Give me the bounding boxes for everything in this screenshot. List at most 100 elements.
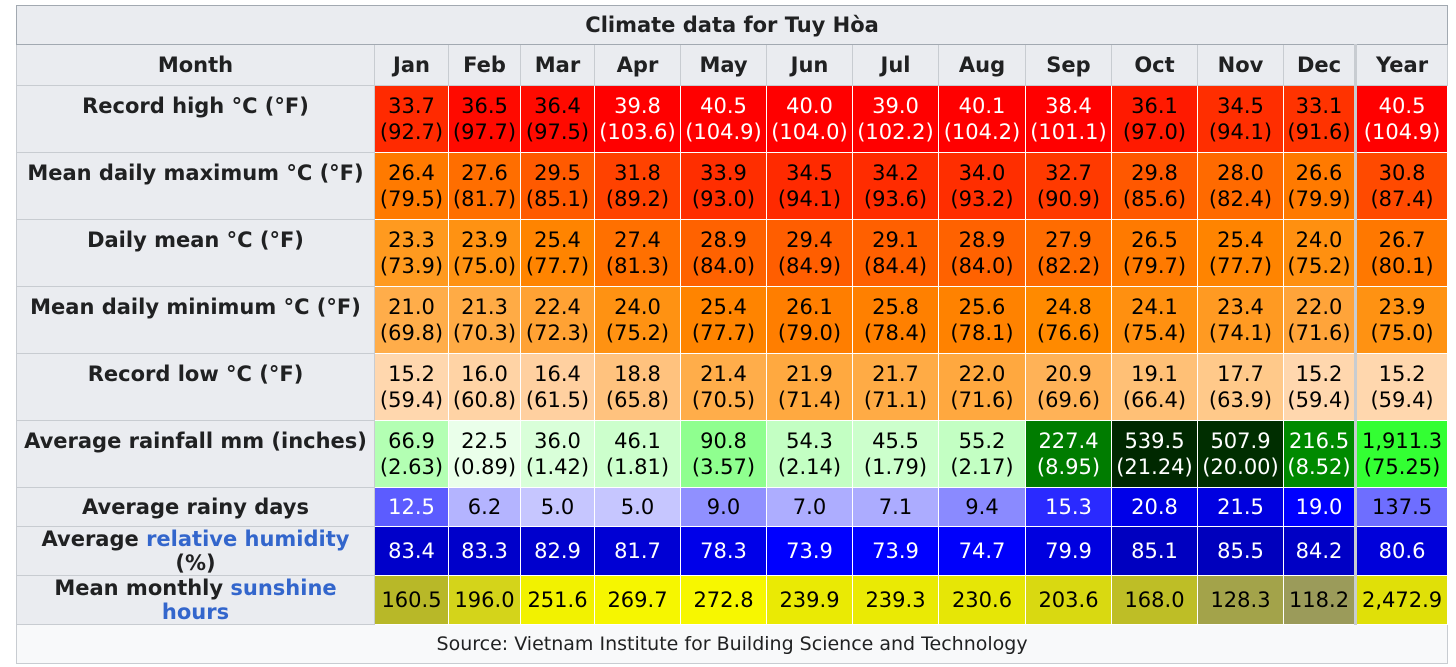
cell-value-imperial: (82.2) — [1036, 254, 1101, 278]
cell-value-imperial: (75.2) — [1287, 254, 1351, 278]
cell-value-imperial: (59.4) — [1370, 388, 1434, 412]
table-cell: 85.1 — [1111, 526, 1198, 576]
table-row: Record high °C (°F) 33.7 (92.7) 36.5 (97.7) 3… — [16, 85, 1449, 153]
climate-table-wrapper: Climate data for Tuy Hòa Month Jan Feb Mar… — [15, 5, 1449, 664]
cell-value-imperial: (65.8) — [605, 388, 670, 412]
cell-value-imperial: (75.25) — [1363, 455, 1441, 479]
table-cell: 32.7 (90.9) — [1025, 152, 1112, 220]
table-cell: 40.0 (104.0) — [766, 85, 853, 153]
cell-value-imperial: (70.5) — [691, 388, 756, 412]
cell-value: 216.5 — [1288, 429, 1350, 453]
cell-value-imperial: (2.63) — [379, 455, 444, 479]
cell-value-imperial: (82.4) — [1208, 187, 1273, 211]
row-header: Average rainfall mm (inches) — [16, 420, 375, 488]
cell-value: 24.0 — [614, 295, 661, 319]
table-cell: 9.0 — [680, 487, 767, 527]
cell-value-imperial: (81.3) — [605, 254, 670, 278]
table-cell: 21.9 (71.4) — [766, 353, 853, 421]
cell-value: 16.4 — [534, 362, 581, 386]
cell-value-imperial: (89.2) — [605, 187, 670, 211]
cell-value-imperial: (78.4) — [863, 321, 928, 345]
cell-value: 21.4 — [700, 362, 747, 386]
cell-value: 16.0 — [461, 362, 508, 386]
cell-value: 17.7 — [1217, 362, 1264, 386]
table-cell: 21.7 (71.1) — [852, 353, 939, 421]
table-cell: 39.0 (102.2) — [852, 85, 939, 153]
cell-value: 29.4 — [786, 228, 833, 252]
cell-value: 539.5 — [1124, 429, 1185, 453]
table-row: Average rainy days 12.5 6.2 5.0 5.0 9.0 7.0 7.1… — [16, 487, 1449, 527]
cell-value: 24.1 — [1131, 295, 1178, 319]
table-cell: 80.6 — [1353, 526, 1449, 576]
cell-value-imperial: (71.4) — [777, 388, 842, 412]
table-cell: 29.4 (84.9) — [766, 219, 853, 287]
table-cell: 34.5 (94.1) — [1197, 85, 1284, 153]
cell-value: 34.5 — [786, 161, 833, 185]
table-row: Average relative humidity (%) 83.4 83.3 82.… — [16, 526, 1449, 576]
cell-value: 15.2 — [1295, 362, 1343, 386]
table-cell: 73.9 — [852, 526, 939, 576]
cell-value-imperial: (84.4) — [863, 254, 928, 278]
table-cell: 25.4 (77.7) — [680, 286, 767, 354]
table-cell: 45.5 (1.79) — [852, 420, 939, 488]
month-header-jun: Jun — [766, 44, 853, 86]
row-header-link[interactable]: relative humidity — [146, 527, 350, 551]
cell-value-imperial: (85.6) — [1122, 187, 1187, 211]
month-header-mar: Mar — [520, 44, 595, 86]
table-cell: 74.7 — [938, 526, 1026, 576]
cell-value-imperial: (77.7) — [691, 321, 756, 345]
cell-value-imperial: (1.81) — [605, 455, 670, 479]
table-cell: 25.6 (78.1) — [938, 286, 1026, 354]
cell-value: 36.0 — [534, 429, 581, 453]
table-cell: 79.9 — [1025, 526, 1112, 576]
table-cell: 25.4 (77.7) — [520, 219, 595, 287]
table-cell: 5.0 — [520, 487, 595, 527]
cell-value-imperial: (77.7) — [525, 254, 590, 278]
cell-value-imperial: (93.6) — [863, 187, 928, 211]
table-cell: 23.4 (74.1) — [1197, 286, 1284, 354]
table-cell: 160.5 — [374, 575, 449, 625]
cell-value-imperial: (78.1) — [950, 321, 1014, 345]
row-header-link[interactable]: sunshine hours — [161, 576, 337, 624]
cell-value-imperial: (63.9) — [1208, 388, 1273, 412]
cell-value: 33.7 — [388, 94, 435, 118]
table-cell: 90.8 (3.57) — [680, 420, 767, 488]
cell-value-imperial: (87.4) — [1370, 187, 1434, 211]
cell-value: 39.0 — [872, 94, 919, 118]
cell-value-imperial: (73.9) — [379, 254, 444, 278]
table-cell: 28.0 (82.4) — [1197, 152, 1284, 220]
table-cell: 21.0 (69.8) — [374, 286, 449, 354]
cell-value: 25.6 — [958, 295, 1006, 319]
table-cell: 251.6 — [520, 575, 595, 625]
cell-value: 24.8 — [1045, 295, 1092, 319]
table-cell: 81.7 — [594, 526, 681, 576]
table-cell: 20.9 (69.6) — [1025, 353, 1112, 421]
table-cell: 24.8 (76.6) — [1025, 286, 1112, 354]
month-header-feb: Feb — [448, 44, 521, 86]
table-row: Record low °C (°F) 15.2 (59.4) 16.0 (60.8) 16… — [16, 353, 1449, 421]
table-cell: 196.0 — [448, 575, 521, 625]
cell-value: 46.1 — [614, 429, 661, 453]
source-note: Source: Vietnam Institute for Building S… — [15, 624, 1449, 664]
table-cell: 66.9 (2.63) — [374, 420, 449, 488]
table-cell: 30.8 (87.4) — [1353, 152, 1449, 220]
climate-table: Climate data for Tuy Hòa Month Jan Feb Mar… — [15, 5, 1449, 664]
cell-value: 227.4 — [1038, 429, 1099, 453]
cell-value: 27.6 — [461, 161, 508, 185]
table-row: Mean monthly sunshine hours 160.5 196.0 251… — [16, 575, 1449, 625]
cell-value: 21.3 — [461, 295, 508, 319]
cell-value-imperial: (93.2) — [950, 187, 1014, 211]
table-cell: 21.5 — [1197, 487, 1284, 527]
cell-value-imperial: (97.7) — [452, 120, 517, 144]
table-cell: 2,472.9 — [1353, 575, 1449, 625]
cell-value: 22.0 — [1295, 295, 1343, 319]
cell-value-imperial: (71.6) — [1287, 321, 1351, 345]
table-cell: 25.4 (77.7) — [1197, 219, 1284, 287]
cell-value-imperial: (75.4) — [1122, 321, 1187, 345]
cell-value: 36.1 — [1131, 94, 1178, 118]
table-cell: 34.2 (93.6) — [852, 152, 939, 220]
cell-value: 23.9 — [461, 228, 508, 252]
table-cell: 227.4 (8.95) — [1025, 420, 1112, 488]
cell-value-imperial: (84.9) — [777, 254, 842, 278]
row-header: Mean monthly sunshine hours — [16, 575, 375, 625]
